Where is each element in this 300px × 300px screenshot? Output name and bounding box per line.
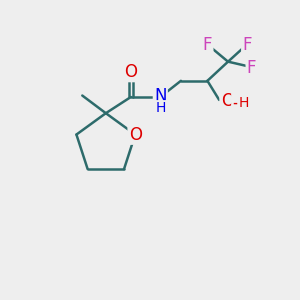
Text: F: F [247,58,256,76]
Text: O: O [124,63,137,81]
Text: F: F [203,37,212,55]
Text: O: O [129,126,142,144]
Text: F: F [242,37,252,55]
Text: N: N [154,86,167,104]
Text: O: O [221,92,234,110]
Text: -: - [232,94,238,112]
Text: H: H [156,101,166,115]
Text: H: H [238,96,249,110]
